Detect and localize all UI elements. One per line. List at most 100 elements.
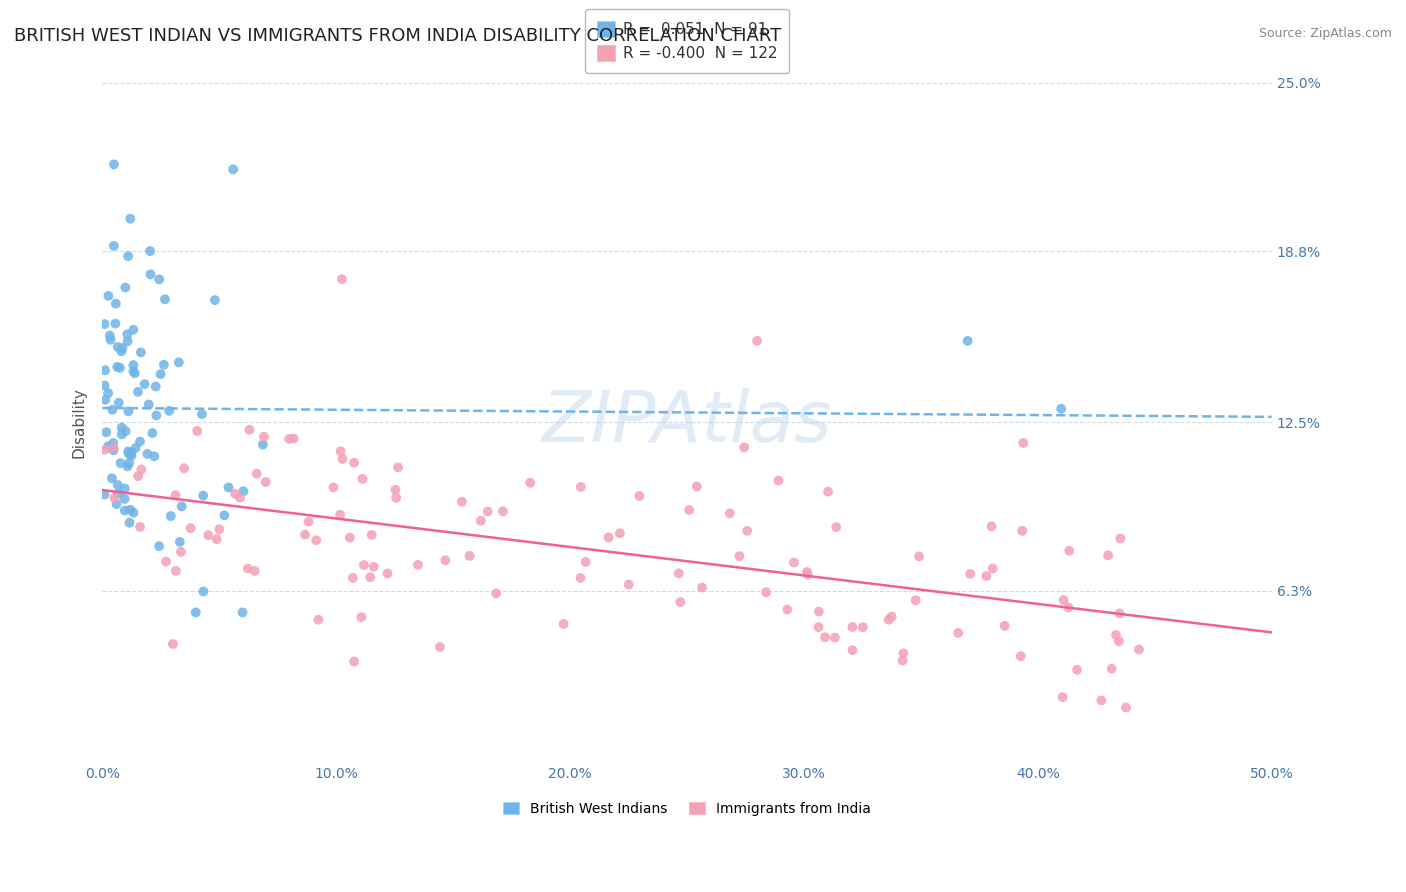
- Text: Source: ZipAtlas.com: Source: ZipAtlas.com: [1258, 27, 1392, 40]
- Point: [668, 566, 690, 581]
- Point: [891, 654, 914, 668]
- Point: [359, 570, 381, 584]
- Point: [434, 553, 457, 567]
- Point: [103, 441, 125, 455]
- Point: [363, 559, 385, 574]
- Point: [1012, 436, 1035, 450]
- Point: [141, 425, 163, 440]
- Point: [103, 443, 125, 458]
- Point: [429, 640, 451, 654]
- Point: [104, 317, 127, 331]
- Point: [877, 613, 900, 627]
- Point: [329, 444, 352, 458]
- Point: [120, 211, 142, 226]
- Point: [125, 441, 148, 455]
- Point: [747, 334, 769, 348]
- Point: [104, 296, 127, 310]
- Point: [891, 646, 914, 660]
- Point: [197, 528, 219, 542]
- Point: [686, 479, 709, 493]
- Point: [103, 239, 125, 253]
- Point: [477, 504, 499, 518]
- Point: [186, 424, 208, 438]
- Point: [117, 334, 139, 349]
- Point: [94, 363, 117, 377]
- Point: [254, 475, 277, 489]
- Point: [1011, 524, 1033, 538]
- Point: [118, 456, 141, 470]
- Point: [1010, 649, 1032, 664]
- Point: [165, 564, 187, 578]
- Point: [1097, 549, 1119, 563]
- Point: [101, 471, 124, 485]
- Point: [97, 289, 120, 303]
- Point: [294, 527, 316, 541]
- Point: [124, 366, 146, 380]
- Point: [841, 643, 863, 657]
- Point: [122, 506, 145, 520]
- Point: [114, 503, 136, 517]
- Point: [352, 472, 374, 486]
- Point: [718, 506, 741, 520]
- Point: [253, 430, 276, 444]
- Point: [193, 489, 215, 503]
- Point: [796, 565, 818, 579]
- Point: [111, 420, 134, 434]
- Point: [728, 549, 751, 563]
- Legend: British West Indians, Immigrants from India: British West Indians, Immigrants from In…: [496, 795, 879, 822]
- Point: [1050, 401, 1073, 416]
- Point: [305, 533, 328, 548]
- Point: [107, 478, 129, 492]
- Point: [377, 566, 399, 581]
- Point: [145, 379, 167, 393]
- Point: [322, 480, 344, 494]
- Point: [105, 359, 128, 374]
- Point: [981, 561, 1004, 575]
- Point: [980, 519, 1002, 533]
- Point: [93, 378, 115, 392]
- Point: [117, 444, 139, 458]
- Point: [733, 440, 755, 454]
- Point: [93, 487, 115, 501]
- Point: [143, 450, 166, 464]
- Point: [222, 162, 245, 177]
- Point: [127, 384, 149, 399]
- Point: [94, 392, 117, 407]
- Point: [108, 360, 131, 375]
- Point: [170, 500, 193, 514]
- Point: [959, 566, 981, 581]
- Point: [1090, 693, 1112, 707]
- Point: [976, 569, 998, 583]
- Point: [353, 558, 375, 572]
- Point: [134, 377, 156, 392]
- Point: [339, 531, 361, 545]
- Point: [169, 534, 191, 549]
- Point: [807, 605, 830, 619]
- Point: [101, 402, 124, 417]
- Point: [1057, 544, 1080, 558]
- Point: [96, 425, 118, 440]
- Point: [97, 439, 120, 453]
- Point: [232, 606, 254, 620]
- Point: [129, 520, 152, 534]
- Point: [139, 244, 162, 258]
- Text: ZIPAtlas: ZIPAtlas: [541, 388, 832, 457]
- Point: [110, 344, 132, 359]
- Point: [111, 341, 134, 355]
- Point: [118, 516, 141, 530]
- Point: [908, 549, 931, 564]
- Point: [948, 626, 970, 640]
- Point: [103, 157, 125, 171]
- Point: [880, 609, 903, 624]
- Point: [278, 432, 301, 446]
- Point: [238, 423, 260, 437]
- Point: [232, 484, 254, 499]
- Point: [628, 489, 651, 503]
- Point: [217, 480, 239, 494]
- Point: [103, 436, 125, 450]
- Point: [111, 427, 134, 442]
- Point: [956, 334, 979, 348]
- Point: [167, 355, 190, 369]
- Point: [165, 488, 187, 502]
- Point: [107, 395, 129, 409]
